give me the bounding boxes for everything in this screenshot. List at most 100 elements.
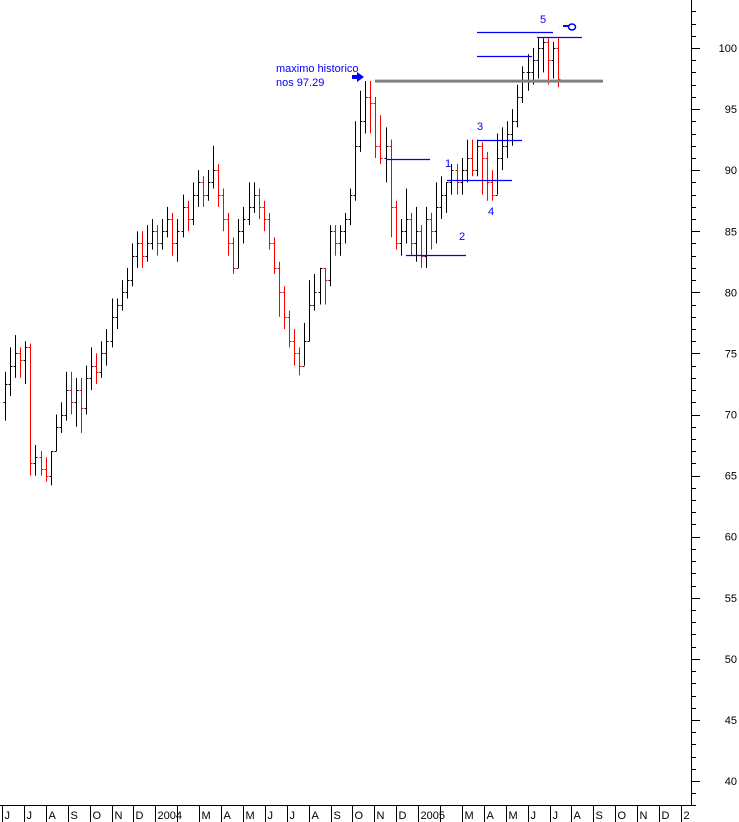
ohlc-bar: [262, 200, 267, 232]
ohlc-bar: [267, 212, 272, 250]
ohlc-bar: [186, 200, 191, 232]
ohlc-bar: [216, 164, 221, 207]
ohlc-bar: [480, 142, 485, 195]
ohlc-bar: [302, 322, 307, 367]
ohlc-bar: [323, 267, 328, 305]
ohlc-bar: [155, 225, 160, 256]
x-tick-label: S: [596, 810, 603, 822]
ohlc-bar: [181, 194, 186, 238]
y-tick-label: 55: [725, 593, 737, 605]
ohlc-bar: [378, 115, 383, 165]
ohlc-bar: [206, 170, 211, 201]
ohlc-bar: [500, 127, 505, 171]
ohlc-bar: [79, 377, 84, 433]
wave-label-5: 5: [540, 14, 546, 26]
x-tick-label: 2004: [158, 810, 182, 822]
ohlc-bar: [282, 286, 287, 329]
y-tick-label: 45: [725, 715, 737, 727]
ohlc-bar: [556, 38, 561, 88]
ohlc-bar: [221, 188, 226, 232]
ohlc-bar: [175, 219, 180, 262]
ohlc-bar: [368, 80, 373, 134]
x-tick-label: M: [465, 810, 474, 822]
ohlc-bar: [196, 170, 201, 207]
x-tick-label: A: [487, 810, 495, 822]
x-axis: J J A S O N D 2004 M A M J J A S O N D 2005 M A M J J A S O N D 2: [0, 805, 692, 822]
ohlc-bar: [277, 261, 282, 317]
ohlc-bar: [495, 133, 500, 196]
ohlc-bar: [394, 200, 399, 250]
x-tick-label: J: [553, 810, 559, 822]
ohlc-bar: [444, 182, 449, 213]
ohlc-bar: [140, 231, 145, 268]
ohlc-bar: [89, 347, 94, 391]
ohlc-bar: [404, 188, 409, 244]
ohlc-bar: [526, 54, 531, 91]
ohlc-bar: [110, 298, 115, 348]
ohlc-bar: [165, 206, 170, 238]
ohlc-bar: [145, 225, 150, 262]
ohlc-bar: [297, 347, 302, 376]
ohlc-bar: [231, 237, 236, 275]
ohlc-bar: [348, 188, 353, 226]
ohlc-bar: [59, 402, 64, 433]
y-tick-label: 75: [725, 348, 737, 360]
ohlc-bar: [409, 212, 414, 256]
ohlc-bar: [449, 164, 454, 195]
ohlc-bar: [328, 225, 333, 287]
annotations: [375, 31, 603, 257]
x-tick-label: A: [312, 810, 320, 822]
ohlc-bar: [130, 243, 135, 287]
x-tick-label: M: [246, 810, 255, 822]
ohlc-bar: [551, 41, 556, 79]
ohlc-bar: [485, 151, 490, 201]
ohlc-bar: [424, 206, 429, 268]
arrow-right-icon: [352, 72, 364, 82]
ohlc-bar: [318, 267, 323, 305]
ohlc-bar: [44, 457, 49, 482]
ohlc-bar: [252, 182, 257, 213]
ohlc-bar: [531, 48, 536, 85]
ohlc-bar: [546, 38, 551, 85]
ohlc-bar: [358, 90, 363, 152]
x-tick-label: O: [93, 810, 102, 822]
ohlc-bar: [226, 212, 231, 256]
ohlc-bar: [419, 225, 424, 268]
ohlc-bar: [475, 139, 480, 177]
x-tick-label: D: [399, 810, 407, 822]
ohlc-bar: [455, 164, 460, 195]
x-tick-label: N: [115, 810, 123, 822]
ohlc-bar: [490, 170, 495, 201]
ohlc-bar: [272, 237, 277, 275]
ohlc-bar: [520, 66, 525, 103]
ohlc-bar: [160, 219, 165, 250]
y-tick-label: 65: [725, 471, 737, 483]
wave-label-3: 3: [477, 121, 483, 133]
ohlc-bar: [74, 377, 79, 427]
wave-label-2: 2: [459, 231, 465, 243]
x-tick-label: J: [5, 810, 11, 822]
ohlc-bars: [3, 38, 561, 486]
y-axis: 100 95 90 85 80 75 70 65 60 55 50 45 40: [691, 0, 737, 806]
y-tick-label: 40: [725, 776, 737, 788]
y-tick-label: 95: [725, 104, 737, 116]
y-tick-label: 80: [725, 287, 737, 299]
ohlc-bar: [150, 219, 155, 250]
ohlc-bar: [191, 182, 196, 226]
ohlc-bar: [3, 371, 8, 421]
x-tick-label: M: [202, 810, 211, 822]
ohlc-bar: [135, 231, 140, 268]
ohlc-bar: [312, 274, 317, 311]
ohlc-bar: [384, 127, 389, 183]
x-tick-label: D: [662, 810, 670, 822]
ohlc-bar: [23, 341, 28, 384]
x-tick-label: O: [618, 810, 627, 822]
ohlc-bar: [287, 310, 292, 348]
ohlc-bar: [439, 176, 444, 220]
ohlc-bar: [120, 280, 125, 311]
ohlc-bar: [69, 371, 74, 415]
x-tick-label: A: [49, 810, 57, 822]
ohlc-bar: [99, 341, 104, 378]
x-tick-label: J: [268, 810, 274, 822]
ohlc-bar: [49, 451, 54, 486]
